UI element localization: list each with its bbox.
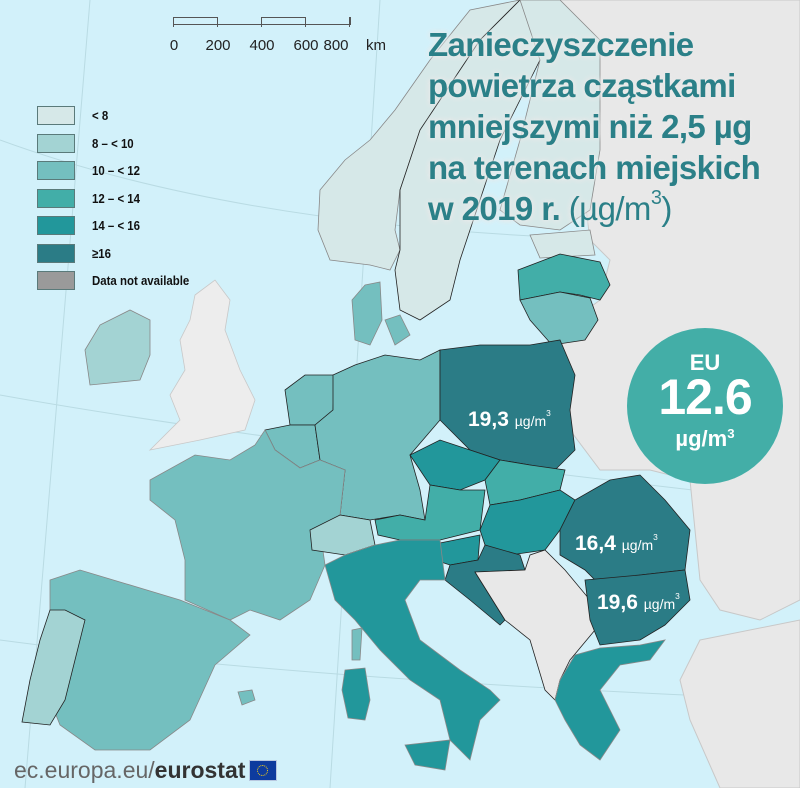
scale-tick-600: 600 [293,37,319,54]
country-lithuania [519,291,599,346]
legend-swatch [37,161,75,181]
country-uk [148,279,256,451]
land-western-balkans [474,549,596,701]
callout-poland: 19,3 µg/m3 [468,408,551,431]
legend-swatch [37,133,75,153]
country-bulgaria [584,569,691,646]
country-estonia [529,229,596,259]
country-portugal [21,609,86,726]
legend-swatch [37,188,75,208]
legend-swatch [37,216,75,236]
country-sweden [394,0,561,321]
island-balearic [237,689,256,706]
legend-item: < 8 [37,102,203,130]
scale-tick-400: 400 [249,37,275,54]
island-sicily [404,739,451,771]
scale-tick-0: 0 [169,37,179,54]
legend-swatch [37,106,75,126]
legend-item: Data not available [37,267,203,295]
eu-average-value: 12.6 [658,369,752,425]
island-corsica [351,627,363,661]
legend-item: 14 – < 16 [37,212,203,240]
legend-item: 12 – < 14 [37,185,203,213]
island-sardinia [341,667,371,721]
scale-tick-200: 200 [205,37,231,54]
eu-flag-icon [249,760,278,781]
country-romania [559,474,691,586]
scale-tick-800: 800 [323,37,349,54]
map-title: Zanieczyszczenie powietrza cząstkami mni… [428,26,761,227]
legend: < 8 8 – < 10 10 – < 12 12 – < 14 14 – < … [37,102,203,295]
country-austria [374,484,486,541]
legend-item: 10 – < 12 [37,157,203,185]
eurostat-footer: ec.europa.eu/eurostat [14,757,278,784]
country-finland [499,0,601,231]
eu-average-badge: EU 12.6 µg/m3 [627,328,783,484]
legend-item: 8 – < 10 [37,130,203,158]
scale-bar: 0 200 400 600 800 km [170,17,410,57]
legend-swatch [37,243,75,263]
title-unit: (µg/m3) [568,187,673,227]
scale-unit: km [366,37,386,54]
country-ireland [84,309,151,386]
country-denmark [351,281,411,346]
country-italy [324,539,501,761]
country-greece [554,639,666,761]
legend-swatch [37,271,75,291]
eu-average-unit: µg/m3 [675,426,735,451]
callout-bulgaria: 19,6 µg/m3 [597,591,680,614]
callout-romania: 16,4 µg/m3 [575,532,658,555]
legend-item: ≥16 [37,240,203,268]
land-turkey [679,619,800,788]
